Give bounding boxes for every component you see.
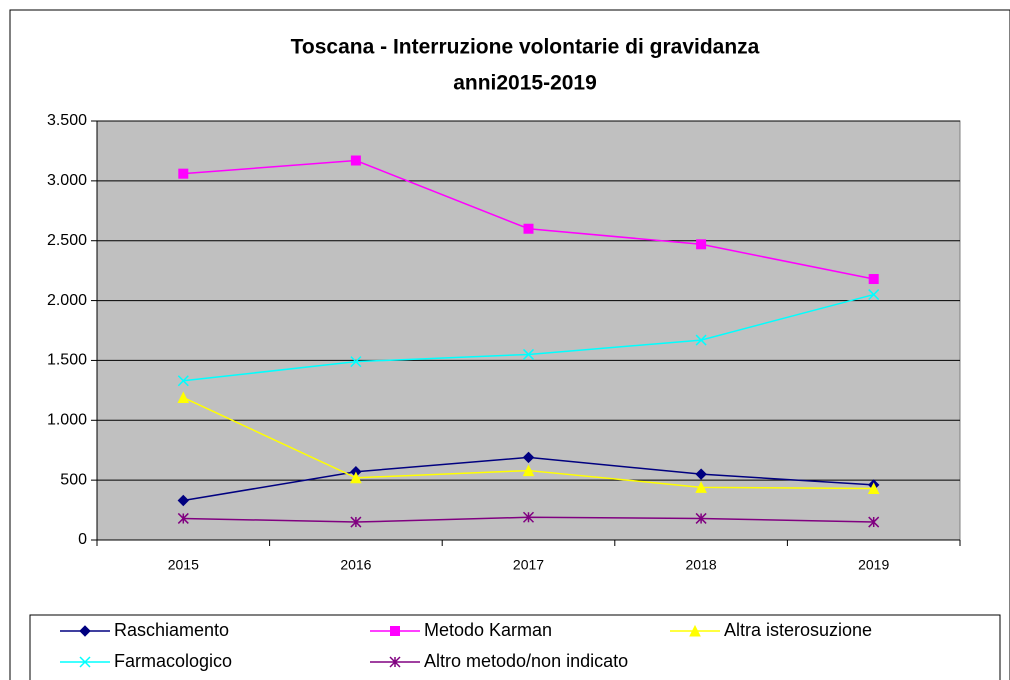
data-point	[523, 223, 534, 234]
chart-title: anni2015-2019	[453, 72, 597, 95]
data-point	[868, 289, 880, 301]
y-tick-label: 500	[60, 471, 87, 488]
y-tick-label: 3.500	[47, 112, 87, 129]
data-point	[350, 471, 362, 484]
legend-label: Metodo Karman	[424, 620, 552, 640]
legend-marker	[79, 625, 91, 637]
x-tick-label: 2018	[686, 557, 717, 573]
chart-title: Toscana - Interruzione volontarie di gra…	[291, 36, 760, 59]
data-point	[867, 482, 880, 495]
y-tick-label: 1.500	[47, 352, 87, 369]
data-point	[177, 494, 190, 507]
data-point	[177, 391, 190, 404]
y-tick-label: 3.000	[47, 172, 87, 189]
data-point	[695, 468, 707, 480]
data-point	[522, 464, 535, 477]
y-tick-label: 0	[78, 531, 87, 548]
legend-marker	[389, 656, 401, 668]
data-point	[868, 274, 879, 285]
legend-marker	[689, 624, 701, 637]
data-point	[350, 356, 362, 368]
data-point	[178, 168, 189, 179]
data-point	[696, 239, 707, 250]
legend-marker	[390, 626, 400, 636]
y-tick-label: 2.000	[47, 292, 87, 309]
data-point	[695, 512, 707, 524]
data-point	[695, 481, 707, 493]
legend-label: Altra isterosuzione	[724, 620, 872, 640]
legend-label: Raschiamento	[114, 620, 229, 640]
legend	[29, 614, 1001, 680]
data-point	[350, 516, 362, 528]
x-tick-label: 2016	[340, 557, 371, 573]
data-point	[177, 512, 189, 524]
legend-marker	[79, 656, 91, 668]
y-tick-label: 2.500	[47, 232, 87, 249]
data-point	[522, 348, 535, 360]
legend-label: Altro metodo/non indicato	[424, 651, 628, 671]
plot-area	[96, 120, 961, 541]
data-point	[350, 155, 361, 166]
data-point	[522, 451, 535, 464]
x-tick-label: 2017	[513, 557, 544, 573]
data-point	[868, 516, 880, 528]
y-tick-label: 1.000	[47, 412, 87, 429]
legend-label: Farmacologico	[114, 651, 232, 671]
data-point	[695, 334, 707, 346]
x-tick-label: 2015	[168, 557, 199, 573]
data-point	[522, 511, 535, 523]
data-point	[177, 375, 189, 387]
x-tick-label: 2019	[858, 557, 889, 573]
